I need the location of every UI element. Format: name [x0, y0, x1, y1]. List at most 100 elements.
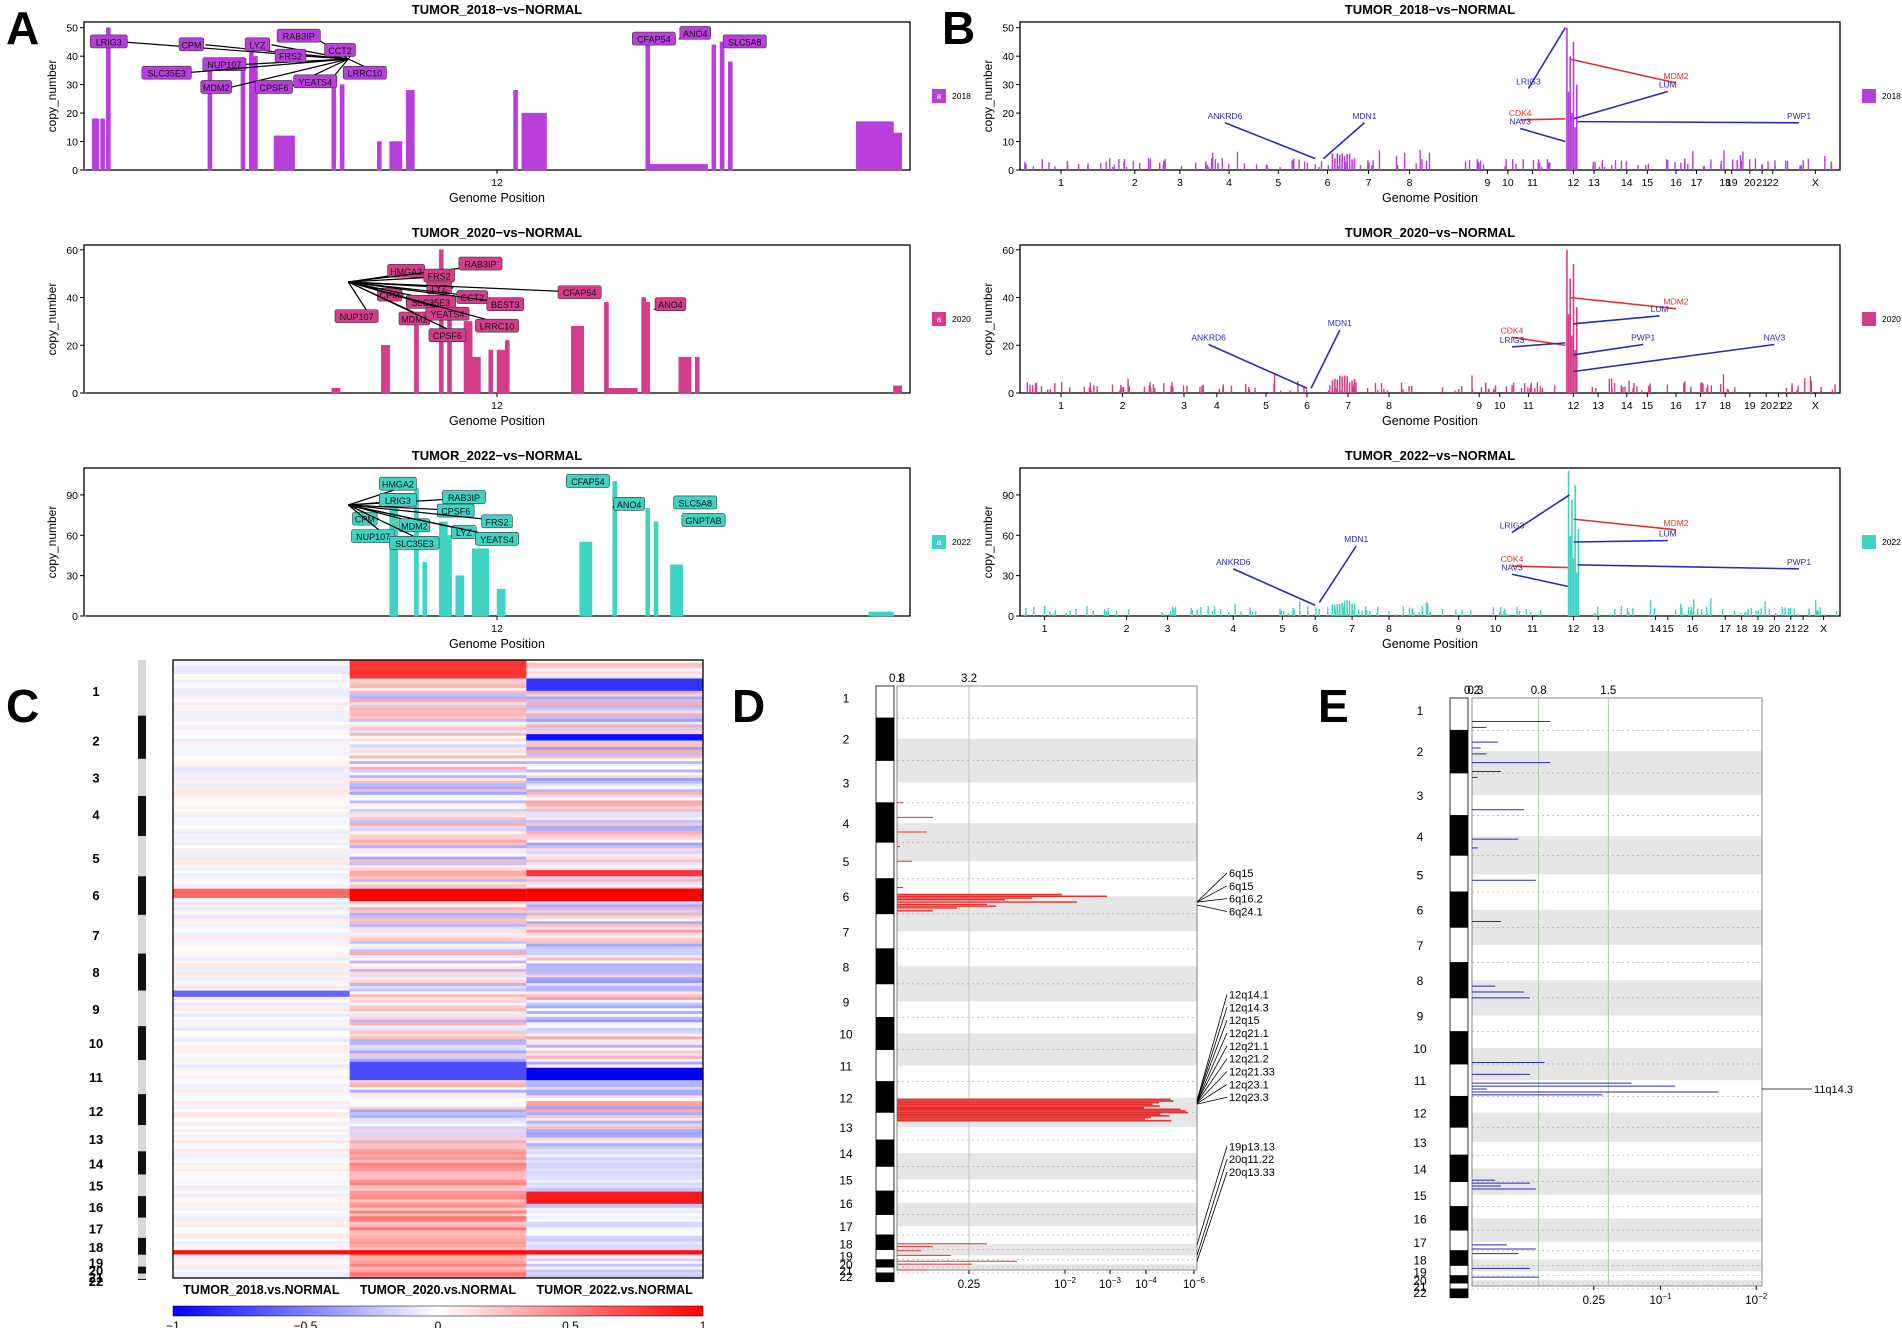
chromosome-label: 21: [839, 1264, 853, 1278]
y-tick-label: 30: [1002, 571, 1014, 583]
heatmap-cell: [349, 1154, 527, 1158]
cytoband-annotation: 12q15: [1229, 1015, 1260, 1027]
heatmap-cell: [526, 1162, 704, 1167]
cn-bar: [1705, 606, 1708, 616]
gene-label-leader: [1577, 120, 1800, 124]
cn-bar: [1421, 606, 1423, 616]
heatmap-cell: [173, 1084, 351, 1088]
ideogram-segment: [1449, 926, 1469, 964]
heatmap-cell: [349, 1168, 527, 1172]
copy-number-chart-a-1: TUMOR_2018−vs−NORMAL01020304050copy_numb…: [45, 2, 971, 205]
heatmap-cell: [526, 904, 704, 908]
heatmap-cell: [173, 1039, 351, 1043]
heatmap-cell: [173, 1089, 351, 1093]
cn-bar: [376, 141, 382, 171]
heatmap-cell: [173, 907, 351, 911]
heatmap-cell: [173, 949, 351, 953]
cn-bar: [1645, 164, 1647, 170]
gene-label-box: [274, 48, 307, 63]
cn-bar: [1470, 610, 1472, 616]
cn-bar: [1691, 611, 1693, 616]
chromosome-label: 15: [1413, 1189, 1427, 1203]
cn-bar: [1745, 611, 1747, 616]
cn-bar: [1492, 607, 1494, 616]
heatmap-cell: [349, 713, 527, 717]
cn-bar: [1054, 166, 1056, 170]
heatmap-cell: [173, 682, 351, 686]
heatmap-cell: [526, 755, 704, 759]
chromosome-label: 6: [843, 890, 850, 904]
x-tick-label: 22: [1767, 177, 1779, 189]
heatmap-cell: [526, 1042, 704, 1046]
heatmap-cell: [526, 1016, 704, 1020]
heatmap-cell: [526, 1230, 704, 1234]
heatmap-cell: [526, 926, 704, 931]
cn-bar: [1120, 384, 1122, 393]
cn-bar: [1594, 161, 1596, 170]
cn-bar: [1245, 383, 1247, 393]
heatmap-cell: [173, 879, 351, 883]
heatmap-cell: [173, 1255, 351, 1259]
heatmap-cell: [349, 1216, 527, 1220]
x-tick-label: 3: [1177, 177, 1183, 189]
cn-bar: [1125, 167, 1128, 170]
heatmap-cell: [349, 974, 527, 978]
cn-bar: [1706, 614, 1708, 616]
heatmap-cell: [349, 988, 527, 992]
heatmap-cell: [173, 1140, 351, 1144]
ideogram-segment: [875, 983, 895, 1018]
heatmap-cell: [526, 713, 704, 717]
heatmap-cell: [173, 690, 351, 695]
cn-bar: [1105, 611, 1108, 616]
x-tick-label: 4: [1230, 623, 1236, 635]
plot-frame: [1019, 244, 1841, 394]
heatmap-cell: [349, 1030, 527, 1035]
cn-bar: [1403, 152, 1406, 170]
cn-bar: [1609, 614, 1611, 616]
x-tick-label: 8: [1386, 623, 1392, 635]
gene-label-leader: [348, 281, 462, 337]
heatmap-cell: [173, 988, 351, 992]
heatmap-cell: [173, 1266, 351, 1270]
heatmap-cell: [349, 696, 527, 700]
annotation-leader: [1196, 994, 1228, 1101]
chart-title: TUMOR_2020−vs−NORMAL: [1345, 225, 1516, 240]
heatmap-cell: [349, 1058, 527, 1063]
heatmap-cell: [173, 1013, 351, 1018]
cn-bar: [1161, 612, 1163, 616]
x-tick-label: 21: [1785, 623, 1797, 635]
heatmap-cell: [526, 1106, 704, 1110]
heatmap-cell: [526, 1207, 704, 1211]
cn-bar: [389, 141, 403, 171]
cn-bar: [1703, 165, 1706, 170]
heatmap-cell: [349, 862, 527, 866]
heatmap-cell: [526, 1115, 704, 1119]
gene-label: CPM: [355, 515, 375, 525]
cn-bar: [728, 61, 733, 171]
x-tick-label: 7: [1349, 623, 1355, 635]
gene-label: RAB3IP: [464, 260, 496, 270]
heatmap-cell: [173, 1162, 351, 1167]
heatmap-cell: [526, 1272, 704, 1276]
cytoband-annotation: 11q14.3: [1814, 1084, 1853, 1096]
gene-label-leader: [1224, 122, 1316, 160]
heatmap-band: [349, 888, 527, 902]
y-tick-label: 90: [1002, 490, 1014, 502]
cn-bar: [240, 61, 246, 171]
cn-bar: [1834, 384, 1836, 393]
top-tick-label: 3.2: [961, 673, 977, 685]
chromosome-label: 12: [89, 1104, 103, 1119]
cn-bar: [1366, 610, 1368, 616]
heatmap-cell: [173, 789, 351, 793]
heatmap-cell: [526, 1244, 704, 1248]
heatmap-cell: [526, 1182, 704, 1186]
cn-bar: [1343, 156, 1346, 170]
cn-bar: [335, 387, 341, 394]
cn-bar: [1480, 387, 1483, 393]
cn-bar: [1366, 388, 1369, 393]
heatmap-cell: [526, 1120, 704, 1124]
heatmap-band: [349, 660, 527, 679]
heatmap-cell: [526, 1213, 704, 1217]
x-tick-label: 1: [1058, 177, 1064, 189]
cytoband-annotation: 6q16.2: [1229, 894, 1263, 906]
